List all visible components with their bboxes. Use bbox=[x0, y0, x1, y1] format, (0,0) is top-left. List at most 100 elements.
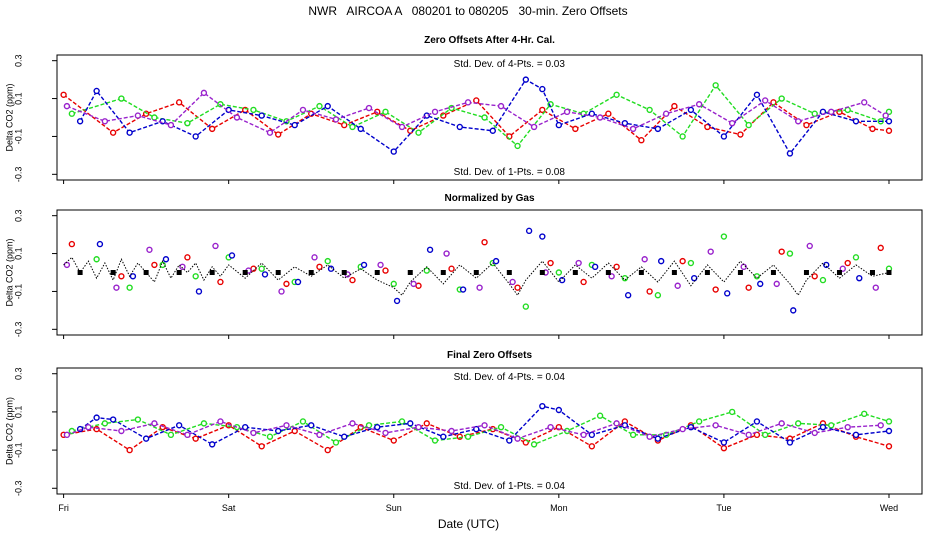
data-point-purple bbox=[811, 429, 818, 437]
panel-title: Zero Offsets After 4-Hr. Cal. bbox=[424, 35, 555, 46]
data-point-purple bbox=[134, 112, 142, 119]
data-point-purple bbox=[179, 263, 186, 271]
data-point-red bbox=[390, 437, 397, 444]
data-point-purple bbox=[266, 129, 274, 136]
x-axis-label: Date (UTC) bbox=[438, 517, 499, 531]
data-point-red bbox=[844, 259, 851, 267]
data-point-purple bbox=[332, 116, 340, 123]
data-point-blue bbox=[393, 297, 401, 305]
data-point-purple bbox=[794, 118, 802, 125]
data-point-purple bbox=[497, 102, 505, 110]
data-point-blue bbox=[539, 402, 546, 410]
data-point-green bbox=[134, 416, 142, 423]
data-point-blue bbox=[539, 233, 546, 240]
data-point-blue bbox=[93, 87, 100, 95]
data-point-red bbox=[803, 121, 810, 129]
data-point-purple bbox=[613, 420, 620, 427]
data-point-blue bbox=[357, 125, 364, 133]
data-point-purple bbox=[233, 114, 241, 121]
data-point-purple bbox=[63, 261, 71, 269]
data-point-green bbox=[118, 95, 125, 102]
data-point-purple bbox=[547, 423, 554, 431]
plot-frame bbox=[56, 54, 923, 181]
x-tick-label: Sun bbox=[386, 503, 402, 513]
data-point-red bbox=[208, 125, 216, 133]
data-point-green bbox=[481, 114, 488, 121]
data-point-black bbox=[308, 270, 314, 275]
data-point-blue bbox=[591, 263, 599, 271]
data-point-green bbox=[654, 292, 662, 299]
data-point-purple bbox=[377, 261, 384, 269]
main-title: NWR AIRCOA A 080201 to 080205 30-min. Ze… bbox=[308, 4, 628, 18]
data-point-red bbox=[184, 254, 191, 261]
data-point-black bbox=[407, 270, 413, 275]
data-point-green bbox=[687, 259, 695, 267]
data-point-red bbox=[720, 444, 728, 452]
data-point-green bbox=[786, 250, 794, 257]
data-point-purple bbox=[839, 265, 846, 272]
data-point-purple bbox=[662, 110, 670, 117]
data-point-purple bbox=[882, 112, 889, 119]
data-point-red bbox=[275, 131, 282, 138]
data-point-red bbox=[349, 276, 356, 284]
data-point-blue bbox=[440, 433, 447, 440]
data-point-red bbox=[638, 137, 645, 144]
data-point-green bbox=[522, 303, 530, 310]
data-point-purple bbox=[476, 284, 483, 291]
y-axis-label: Delta CO2 (ppm) bbox=[4, 238, 14, 306]
data-point-purple bbox=[410, 280, 417, 288]
data-point-blue bbox=[753, 418, 761, 425]
data-point-blue bbox=[308, 422, 315, 429]
data-point-green bbox=[184, 119, 191, 127]
data-point-green bbox=[728, 408, 736, 416]
data-point-blue bbox=[852, 118, 860, 125]
data-point-purple bbox=[641, 256, 648, 263]
data-point-purple bbox=[443, 250, 450, 257]
data-point-green bbox=[720, 233, 728, 240]
data-point-black bbox=[440, 270, 446, 275]
data-point-purple bbox=[398, 123, 406, 131]
data-point-purple bbox=[464, 99, 472, 106]
data-point-green bbox=[629, 431, 637, 439]
y-tick-label: -0.3 bbox=[13, 322, 23, 338]
data-point-black bbox=[374, 270, 380, 275]
data-point-purple bbox=[200, 89, 208, 97]
data-point-black bbox=[242, 270, 248, 275]
data-point-purple bbox=[646, 433, 653, 440]
data-point-purple bbox=[712, 422, 719, 429]
data-point-blue bbox=[76, 118, 84, 125]
data-point-blue bbox=[208, 441, 216, 448]
data-point-green bbox=[192, 273, 199, 280]
data-point-purple bbox=[778, 420, 785, 427]
y-tick-label: 0.3 bbox=[13, 367, 23, 380]
data-point-black bbox=[836, 270, 842, 275]
data-point-black bbox=[737, 270, 743, 275]
data-point-purple bbox=[278, 288, 285, 295]
data-point-green bbox=[794, 420, 802, 427]
data-point-red bbox=[704, 123, 711, 131]
data-point-green bbox=[695, 418, 703, 425]
data-point-purple bbox=[415, 423, 422, 431]
data-point-blue bbox=[142, 435, 150, 442]
data-point-blue bbox=[426, 246, 434, 253]
data-point-blue bbox=[473, 425, 480, 433]
data-point-green bbox=[390, 280, 397, 288]
data-point-red bbox=[291, 427, 298, 435]
data-point-green bbox=[753, 273, 761, 280]
data-point-red bbox=[514, 284, 521, 291]
data-point-red bbox=[118, 273, 125, 280]
data-point-green bbox=[93, 256, 100, 263]
plot-frame bbox=[56, 209, 923, 336]
data-point-red bbox=[382, 267, 389, 274]
data-point-blue bbox=[192, 133, 199, 140]
data-point-red bbox=[60, 91, 67, 98]
y-tick-label: -0.1 bbox=[13, 284, 23, 300]
data-point-green bbox=[712, 82, 719, 89]
data-point-red bbox=[877, 244, 884, 252]
data-point-purple bbox=[679, 425, 686, 433]
data-point-blue bbox=[241, 423, 249, 431]
plot-frame bbox=[56, 367, 923, 495]
data-point-red bbox=[572, 125, 579, 133]
data-point-purple bbox=[530, 123, 538, 131]
